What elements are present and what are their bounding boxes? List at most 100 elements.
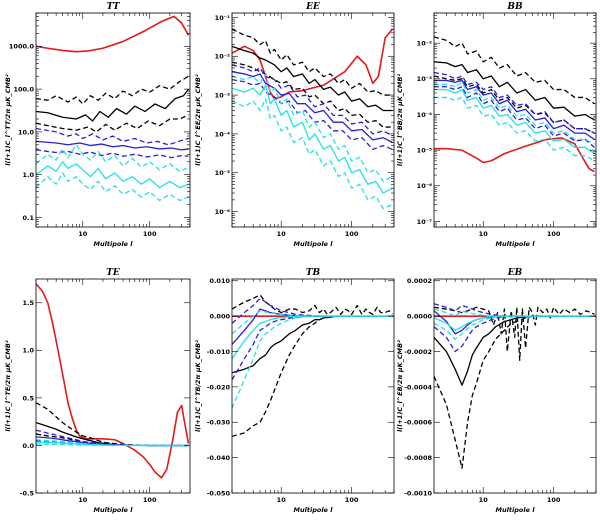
- series-cyan-lower-line: [36, 172, 189, 202]
- series-blue-lower-line: [232, 315, 393, 381]
- y-tick-label: 0.010: [209, 277, 230, 285]
- x-tick-label: 100: [143, 230, 157, 238]
- y-tick-label: -0.010: [207, 348, 231, 356]
- series-group: [232, 28, 394, 210]
- series-group: [434, 36, 595, 173]
- series-blue-lower-line: [36, 149, 189, 159]
- y-tick-label: 10⁻⁴: [417, 111, 432, 119]
- series-blue-mid-line: [232, 71, 393, 144]
- series-black-lower-line: [434, 75, 595, 134]
- y-tick-label: 10⁻⁶: [417, 182, 432, 190]
- y-tick-label: -0.050: [207, 489, 231, 497]
- series-cyan-mid-line: [434, 88, 595, 155]
- panel-title: BB: [506, 2, 523, 12]
- x-tick-label: 100: [345, 230, 359, 238]
- series-black-upper-line: [232, 28, 393, 96]
- x-axis-label: Multipole l: [496, 240, 536, 248]
- series-blue-lower-line: [434, 315, 595, 353]
- series-black-mid-line: [232, 315, 393, 374]
- series-cyan-lower-line: [434, 96, 595, 162]
- y-tick-label: 10⁻⁵: [417, 147, 432, 155]
- panel-bb: 10 100 10⁻⁷ 10⁻⁶ 10⁻⁵ 10⁻⁴ 10⁻³ 10⁻² BB Multipole…: [396, 2, 597, 248]
- series-cyan-upper-line: [36, 144, 189, 172]
- y-tick-label: 10⁻⁴: [215, 130, 230, 138]
- y-tick-label: 1.5: [22, 299, 34, 307]
- plot-frame: [231, 12, 395, 228]
- y-tick-label: 10⁻⁶: [215, 208, 230, 216]
- series-red-line: [36, 283, 190, 479]
- y-tick-label: 10⁻³: [417, 75, 432, 83]
- plot-frame: [35, 278, 191, 494]
- y-tick-label: -0.0006: [404, 419, 432, 427]
- x-axis-label: Multipole l: [496, 506, 536, 514]
- plot-frame: [231, 278, 395, 494]
- panel-ee: 10 100 10⁻⁶ 10⁻⁵ 10⁻⁴ 10⁻³ 10⁻² 10⁻¹ EE Multipole…: [194, 2, 395, 248]
- x-tick-label: 100: [143, 496, 157, 504]
- y-tick-label: 10.0: [18, 128, 35, 136]
- series-group: [232, 294, 394, 438]
- y-tick-label: 0.5: [22, 394, 34, 402]
- y-tick-label: 1000.0: [9, 43, 35, 51]
- y-tick-label: 0.0: [22, 442, 34, 450]
- x-tick-label: 10: [277, 496, 287, 504]
- x-tick-label: 10: [479, 496, 489, 504]
- series-cyan-mid-line: [36, 161, 189, 189]
- series-blue-lower-line: [232, 78, 393, 151]
- y-tick-label: 0.000: [209, 313, 230, 321]
- series-blue-upper-line: [36, 127, 189, 146]
- series-red-line: [36, 15, 190, 53]
- x-axis-label: Multipole l: [94, 240, 134, 248]
- panel-te: 10 100 -0.5 0.0 0.5 1.0 1.5 TE Multipole l l(l+1)…: [4, 268, 191, 514]
- y-tick-label: 10⁻¹: [215, 14, 230, 22]
- series-cyan-mid-line: [232, 315, 393, 359]
- x-tick-label: 100: [345, 496, 359, 504]
- x-tick-label: 10: [78, 496, 88, 504]
- series-blue-lower-line: [434, 86, 595, 148]
- x-tick-label: 10: [78, 230, 88, 238]
- x-tick-label: 100: [547, 230, 561, 238]
- series-cyan-mid-line: [232, 84, 393, 194]
- y-tick-label: -0.0010: [404, 489, 432, 497]
- y-axis-label: l(l+1)C_l^EB/2π μK_CMB²: [396, 340, 404, 432]
- series-black-lower-line: [232, 315, 393, 438]
- series-cyan-upper-line: [232, 73, 393, 182]
- series-cyan-lower-line: [36, 443, 189, 447]
- series-group: [36, 283, 190, 479]
- series-cyan-lower-line: [232, 315, 393, 409]
- series-blue-mid-line: [36, 140, 189, 151]
- series-blue-upper-line: [232, 297, 393, 324]
- x-axis-label: Multipole l: [294, 506, 334, 514]
- y-tick-label: -0.020: [207, 383, 231, 391]
- y-tick-label: 10⁻²: [215, 53, 230, 61]
- y-tick-label: 1.0: [22, 347, 34, 355]
- y-tick-label: 0.0002: [407, 277, 432, 285]
- panel-title: EE: [305, 2, 320, 12]
- panel-title: TT: [106, 2, 120, 12]
- series-cyan-lower-line: [232, 98, 393, 210]
- series-black-upper-line: [434, 36, 595, 105]
- y-tick-label: 10⁻²: [417, 40, 432, 48]
- series-red-line: [434, 137, 595, 173]
- y-axis-label: l(l+1)C_l^TE/2π μK_CMB²: [4, 340, 12, 431]
- y-tick-label: 10⁻⁷: [417, 218, 432, 226]
- y-axis-label: l(l+1)C_l^EE/2π μK_CMB²: [194, 74, 202, 166]
- series-black-mid-line: [434, 61, 595, 121]
- y-tick-label: -0.5: [20, 489, 35, 497]
- y-tick-label: 1.0: [22, 171, 34, 179]
- series-black-upper-line: [36, 75, 189, 105]
- y-tick-label: 0.1: [22, 214, 34, 222]
- series-group: [434, 303, 596, 469]
- series-black-mid-line: [232, 45, 393, 112]
- series-blue-upper-line: [232, 64, 393, 137]
- y-tick-label: -0.0004: [404, 383, 432, 391]
- panel-title: EB: [507, 268, 523, 278]
- x-tick-label: 100: [547, 496, 561, 504]
- y-tick-label: -0.030: [207, 419, 231, 427]
- series-cyan-mid-line: [434, 315, 595, 331]
- series-black-mid-line: [434, 315, 595, 386]
- plot-frame: [433, 278, 597, 494]
- series-red-line: [232, 28, 394, 100]
- y-axis-label: l(l+1)C_l^TT/2π μK_CMB²: [4, 74, 12, 166]
- y-tick-label: 10⁻³: [215, 91, 230, 99]
- panel-title: TE: [106, 268, 120, 278]
